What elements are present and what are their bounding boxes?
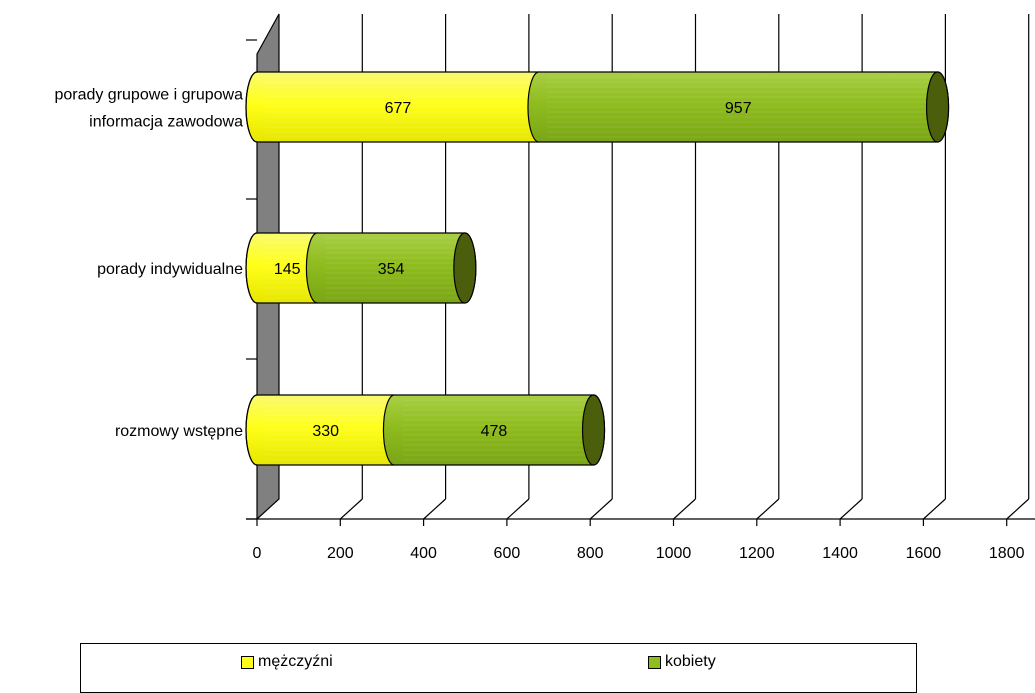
gridline-floor — [339, 498, 363, 520]
bar-end-cap — [925, 71, 950, 143]
gridline-floor — [423, 498, 447, 520]
gridline-floor — [673, 498, 696, 520]
gridline-floor — [506, 498, 530, 520]
gridline-floor — [589, 498, 613, 520]
gridline-floor — [1006, 498, 1030, 520]
data-label-female: 957 — [725, 100, 752, 117]
category-label: porady indywidualne — [97, 261, 243, 278]
x-tick-label: 600 — [494, 545, 521, 562]
legend-label-female: kobiety — [665, 653, 716, 670]
x-tick-label: 1800 — [989, 545, 1025, 562]
x-tick-label: 800 — [577, 545, 604, 562]
bar-start-cap — [245, 71, 258, 143]
bar-end-cap — [453, 232, 477, 304]
bar-end-cap — [581, 394, 606, 466]
x-tick-label: 1200 — [739, 545, 775, 562]
legend-swatch-female — [648, 655, 661, 669]
data-label-male: 330 — [312, 423, 339, 440]
legend-swatch-male — [241, 655, 254, 669]
gridline-floor — [839, 498, 863, 520]
category-label: porady grupowe i grupowa — [54, 87, 243, 104]
bar-start-cap — [245, 394, 258, 466]
x-tick-label: 1000 — [656, 545, 692, 562]
data-label-female: 354 — [378, 261, 405, 278]
x-tick-label: 1400 — [822, 545, 858, 562]
bar-start-cap — [245, 232, 258, 304]
legend-item-female: kobiety — [648, 653, 716, 671]
data-label-male: 677 — [385, 100, 412, 117]
gridline-floor — [922, 498, 946, 520]
x-tick-label: 400 — [410, 545, 437, 562]
category-label: rozmowy wstępne — [115, 423, 243, 440]
x-tick-label: 200 — [327, 545, 354, 562]
x-tick-label: 1600 — [906, 545, 942, 562]
gridline-floor — [756, 498, 780, 520]
chart-legend: mężczyźni kobiety — [80, 643, 917, 693]
legend-label-male: mężczyźni — [258, 653, 333, 670]
category-label: informacja zawodowa — [89, 114, 243, 131]
x-tick-label: 0 — [253, 545, 262, 562]
legend-item-male: mężczyźni — [241, 653, 333, 671]
data-label-male: 145 — [274, 261, 301, 278]
data-label-female: 478 — [481, 423, 508, 440]
